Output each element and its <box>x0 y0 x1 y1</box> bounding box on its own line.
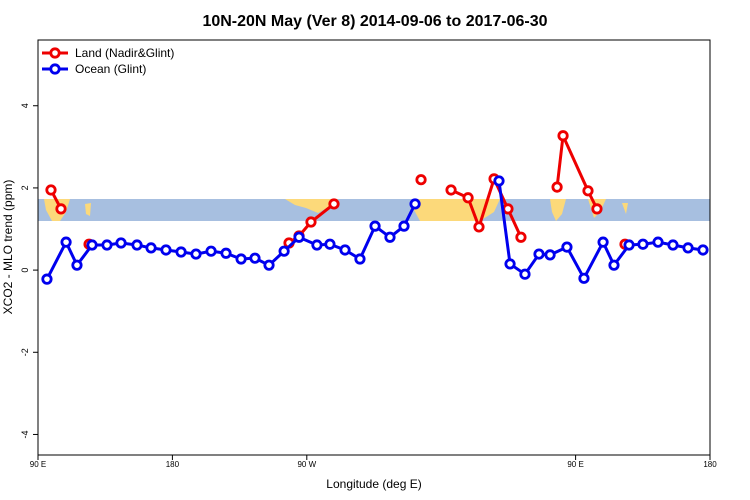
data-point <box>667 239 679 251</box>
x-axis-label: Longitude (deg E) <box>326 477 421 491</box>
data-point <box>409 198 421 210</box>
land-shape <box>285 199 338 213</box>
data-point <box>551 181 563 193</box>
data-point <box>328 198 340 210</box>
x-tick-label: 90 E <box>567 460 583 469</box>
data-point <box>445 184 457 196</box>
data-point <box>578 272 590 284</box>
data-point <box>502 203 514 215</box>
data-point <box>557 130 569 142</box>
data-point <box>623 239 635 251</box>
data-point <box>515 231 527 243</box>
data-point <box>311 239 323 251</box>
data-point <box>324 238 336 250</box>
map-band <box>38 199 710 221</box>
data-point <box>115 237 127 249</box>
series-line <box>51 136 625 244</box>
data-point <box>462 192 474 204</box>
plot-frame <box>37 39 711 456</box>
data-point <box>235 253 247 265</box>
data-point <box>278 245 290 257</box>
y-tick-label: 2 <box>20 185 30 190</box>
data-point <box>384 231 396 243</box>
legend-label: Ocean (Glint) <box>75 62 146 76</box>
y-tick-label: 4 <box>20 103 30 108</box>
data-point <box>71 259 83 271</box>
data-point <box>597 236 609 248</box>
data-point <box>354 253 366 265</box>
y-axis-label: XCO2 - MLO trend (ppm) <box>1 180 15 315</box>
x-tick-label: 180 <box>166 460 180 469</box>
data-point <box>591 203 603 215</box>
data-point <box>504 258 516 270</box>
land-shape <box>550 199 566 221</box>
data-point <box>533 248 545 260</box>
data-point <box>60 236 72 248</box>
data-point <box>160 244 172 256</box>
data-point <box>697 244 709 256</box>
legend-label: Land (Nadir&Glint) <box>75 46 174 60</box>
y-tick-label: -4 <box>20 430 30 438</box>
y-tick-label: -2 <box>20 348 30 356</box>
data-point <box>369 220 381 232</box>
legend-marker <box>49 47 61 59</box>
data-point <box>339 244 351 256</box>
x-tick-label: 90 W <box>297 460 316 469</box>
data-point <box>493 175 505 187</box>
data-point <box>249 252 261 264</box>
data-point <box>398 220 410 232</box>
land-shape <box>85 203 91 216</box>
data-point <box>41 273 53 285</box>
x-tick-label: 90 E <box>30 460 46 469</box>
data-point <box>293 231 305 243</box>
data-point <box>561 241 573 253</box>
land-shape <box>414 199 500 221</box>
data-point <box>582 185 594 197</box>
data-point <box>175 246 187 258</box>
data-point <box>652 236 664 248</box>
data-point <box>55 203 67 215</box>
data-point <box>637 238 649 250</box>
y-tick-label: 0 <box>20 268 30 273</box>
data-point <box>305 216 317 228</box>
ocean-band <box>38 199 710 221</box>
legend-marker <box>49 63 61 75</box>
data-point <box>131 239 143 251</box>
data-point <box>145 242 157 254</box>
land-shape <box>622 203 628 214</box>
data-point <box>263 259 275 271</box>
data-point <box>544 249 556 261</box>
x-tick-label: 180 <box>703 460 717 469</box>
data-point <box>190 248 202 260</box>
data-point <box>101 239 113 251</box>
data-point <box>86 239 98 251</box>
chart-title: 10N-20N May (Ver 8) 2014-09-06 to 2017-0… <box>202 13 547 30</box>
data-point <box>608 259 620 271</box>
data-point <box>205 245 217 257</box>
data-point <box>682 242 694 254</box>
data-point <box>473 221 485 233</box>
data-point <box>519 268 531 280</box>
data-point <box>220 247 232 259</box>
data-point <box>415 174 427 186</box>
data-point <box>45 184 57 196</box>
